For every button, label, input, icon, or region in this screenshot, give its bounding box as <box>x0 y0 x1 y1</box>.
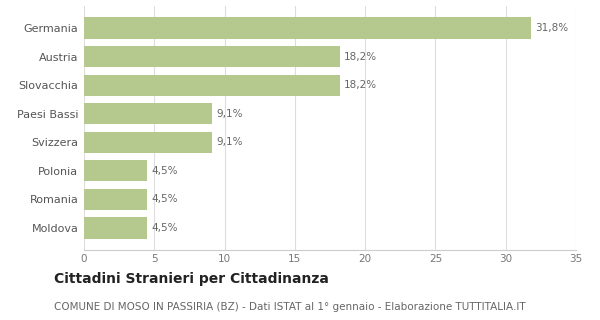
Bar <box>84 217 147 238</box>
Text: 4,5%: 4,5% <box>151 194 178 204</box>
Text: 31,8%: 31,8% <box>535 23 568 33</box>
Text: 4,5%: 4,5% <box>151 223 178 233</box>
Text: 4,5%: 4,5% <box>151 166 178 176</box>
Text: Cittadini Stranieri per Cittadinanza: Cittadini Stranieri per Cittadinanza <box>54 272 329 286</box>
Text: 9,1%: 9,1% <box>216 109 242 119</box>
Text: 18,2%: 18,2% <box>344 80 377 90</box>
Bar <box>84 46 340 68</box>
Bar <box>84 103 212 124</box>
Text: COMUNE DI MOSO IN PASSIRIA (BZ) - Dati ISTAT al 1° gennaio - Elaborazione TUTTIT: COMUNE DI MOSO IN PASSIRIA (BZ) - Dati I… <box>54 302 526 312</box>
Bar <box>84 75 340 96</box>
Text: 9,1%: 9,1% <box>216 137 242 147</box>
Bar <box>84 132 212 153</box>
Bar <box>84 160 147 181</box>
Bar <box>84 18 531 39</box>
Bar <box>84 188 147 210</box>
Text: 18,2%: 18,2% <box>344 52 377 62</box>
